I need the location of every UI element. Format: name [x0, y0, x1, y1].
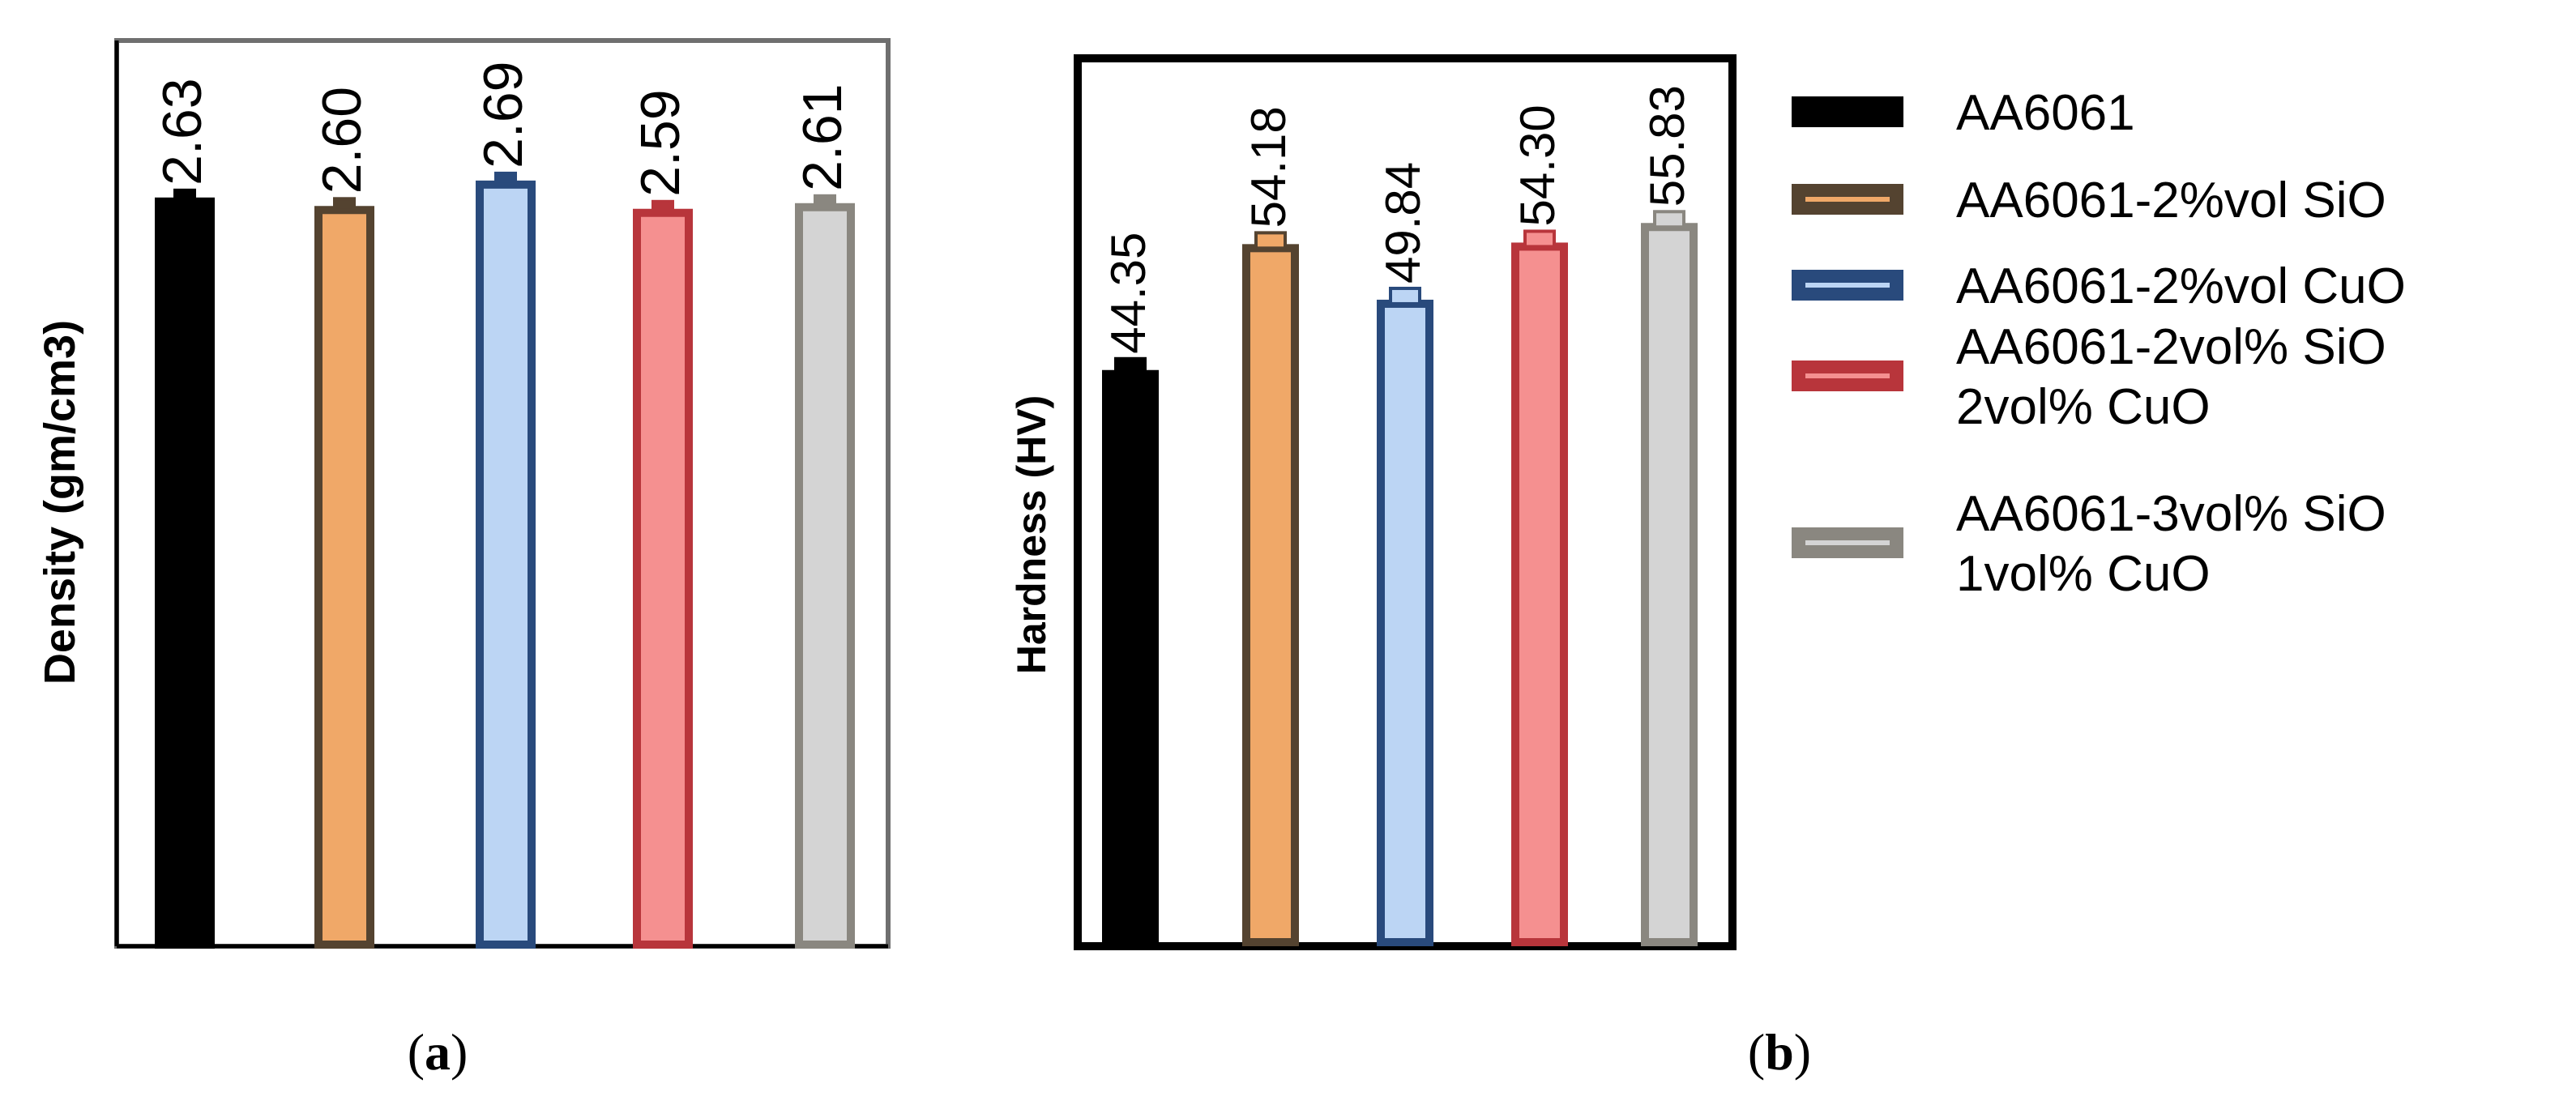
bar-3	[1377, 299, 1433, 946]
error-bar-2	[1254, 231, 1287, 250]
error-bar-1	[1114, 356, 1147, 376]
legend-label-1: AA6061	[1956, 85, 2135, 141]
data-label-2: 54.18	[1241, 106, 1296, 228]
bar-5	[795, 203, 855, 949]
bar-4	[1511, 242, 1568, 946]
legend-label-3: AA6061-2%vol CuO	[1956, 258, 2406, 314]
bars-b: 44.35 54.18 49.84 54.30 55.83	[1101, 85, 1698, 946]
y-axis-label-b: Hardness (HV)	[1009, 395, 1054, 675]
data-label-5: 2.61	[792, 83, 853, 190]
legend-label-2: AA6061-2%vol SiO	[1956, 173, 2386, 228]
error-bar-2	[333, 197, 356, 212]
legend-swatch-1	[1792, 96, 1903, 127]
legend-label-4-line-2: 2vol% CuO	[1956, 379, 2211, 435]
bar-3	[476, 180, 536, 949]
data-label-4: 54.30	[1510, 105, 1565, 226]
legend-label-5-line-2: 1vol% CuO	[1956, 546, 2211, 602]
data-label-5: 55.83	[1640, 85, 1694, 207]
error-bar-1	[173, 188, 196, 203]
density-chart: Density (gm/cm3) 2.63 2.60 2.69 2.59 2.61 (a…	[36, 38, 891, 1081]
data-label-2: 2.60	[311, 87, 373, 194]
bar-5	[1641, 223, 1698, 946]
data-label-3: 2.69	[472, 62, 534, 169]
panel-caption-b: (b)	[1748, 1023, 1811, 1081]
bar-2	[1242, 244, 1299, 946]
bar-4	[633, 208, 693, 949]
data-label-1: 44.35	[1101, 233, 1156, 354]
data-label-4: 2.59	[630, 89, 691, 196]
legend-label-4-line-1: AA6061-2vol% SiO	[1956, 319, 2386, 375]
legend-label-5-line-1: AA6061-3vol% SiO	[1956, 486, 2386, 542]
data-label-3: 49.84	[1376, 162, 1430, 284]
bars-a: 2.63 2.60 2.69 2.59 2.61	[152, 62, 855, 949]
panel-caption-a: (a)	[408, 1023, 468, 1081]
data-label-1: 2.63	[152, 78, 213, 185]
error-bar-4	[651, 199, 674, 215]
error-bar-3	[1389, 286, 1421, 305]
bar-1	[155, 197, 215, 949]
error-bar-5	[1653, 210, 1685, 229]
error-bar-5	[814, 194, 836, 209]
y-axis-label-a: Density (gm/cm3)	[36, 320, 84, 685]
bar-1	[1102, 369, 1159, 946]
bar-2	[314, 206, 374, 949]
error-bar-3	[494, 171, 517, 186]
error-bar-4	[1523, 229, 1556, 249]
